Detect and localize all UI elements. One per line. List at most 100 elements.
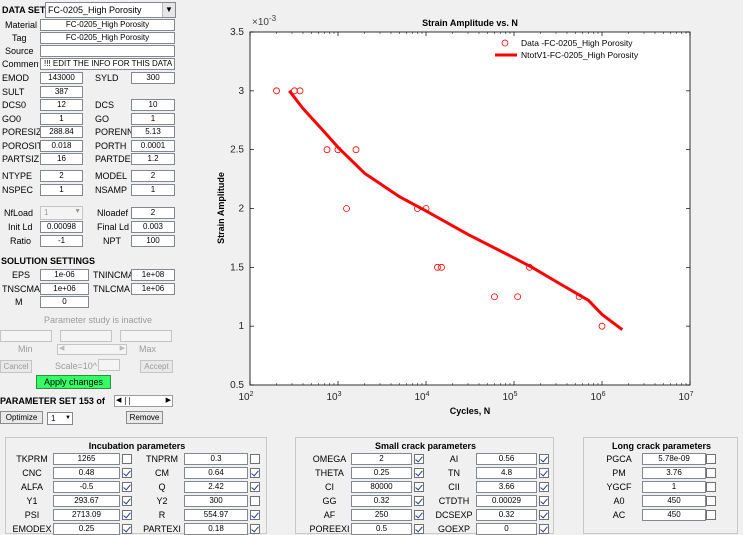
- smallcrack-param-field[interactable]: 0.5: [351, 523, 412, 535]
- incubation-param-field[interactable]: 0.48: [53, 467, 120, 479]
- incubation-param-field[interactable]: 2.42: [184, 481, 248, 493]
- smallcrack-param-checkbox[interactable]: [414, 482, 424, 492]
- param-value-field[interactable]: [60, 330, 112, 342]
- incubation-param-field[interactable]: -0.5: [53, 481, 120, 493]
- smallcrack-param-field[interactable]: 0: [476, 523, 537, 535]
- longcrack-param-field[interactable]: 5.78e-09: [642, 453, 706, 465]
- slider-thumb[interactable]: [125, 397, 130, 405]
- optimize-select[interactable]: 1 ▼: [47, 412, 73, 425]
- smallcrack-param-checkbox[interactable]: [539, 524, 549, 534]
- incubation-param-field[interactable]: 2713.09: [53, 509, 120, 521]
- npt-field[interactable]: 100: [131, 235, 175, 247]
- longcrack-param-field[interactable]: 450: [642, 509, 706, 521]
- smallcrack-param-checkbox[interactable]: [414, 468, 424, 478]
- smallcrack-param-field[interactable]: 0.00029: [476, 495, 537, 507]
- smallcrack-param-field[interactable]: 0.25: [351, 467, 412, 479]
- prop-field[interactable]: 300: [131, 72, 175, 84]
- incubation-param-checkbox[interactable]: [250, 510, 260, 520]
- longcrack-param-checkbox[interactable]: [706, 482, 716, 492]
- smallcrack-param-field[interactable]: 0.32: [351, 495, 412, 507]
- smallcrack-param-checkbox[interactable]: [539, 468, 549, 478]
- eps-field[interactable]: 1e-06: [40, 269, 89, 281]
- prop-field[interactable]: 1: [40, 184, 83, 196]
- incubation-param-checkbox[interactable]: [122, 482, 132, 492]
- dataset-select[interactable]: FC-0205_High Porosity ▼: [45, 2, 176, 18]
- smallcrack-param-checkbox[interactable]: [539, 496, 549, 506]
- smallcrack-param-field[interactable]: 0.56: [476, 453, 537, 465]
- incubation-param-field[interactable]: 554.97: [184, 509, 248, 521]
- remove-button[interactable]: Remove: [126, 411, 163, 424]
- incubation-param-field[interactable]: 0.64: [184, 467, 248, 479]
- incubation-param-field[interactable]: 300: [184, 495, 248, 507]
- optimize-button[interactable]: Optimize: [0, 411, 43, 424]
- smallcrack-param-field[interactable]: 4.8: [476, 467, 537, 479]
- incubation-param-checkbox[interactable]: [250, 468, 260, 478]
- param-slider[interactable]: ◀ ▶: [57, 344, 127, 355]
- prop-field[interactable]: 288.84: [40, 126, 83, 138]
- incubation-param-checkbox[interactable]: [250, 454, 260, 464]
- smallcrack-param-field[interactable]: 80000: [351, 481, 412, 493]
- smallcrack-param-checkbox[interactable]: [414, 524, 424, 534]
- incubation-param-field[interactable]: 0.25: [53, 523, 120, 535]
- prop-field[interactable]: 1: [131, 184, 175, 196]
- param-max-field[interactable]: [120, 330, 172, 342]
- prop-field[interactable]: 1: [131, 113, 175, 125]
- smallcrack-param-checkbox[interactable]: [414, 510, 424, 520]
- incubation-param-field[interactable]: 0.18: [184, 523, 248, 535]
- source-field[interactable]: [40, 45, 175, 57]
- prop-field[interactable]: 1.2: [131, 153, 175, 165]
- longcrack-param-checkbox[interactable]: [706, 496, 716, 506]
- smallcrack-param-checkbox[interactable]: [414, 496, 424, 506]
- param-scale-field[interactable]: [98, 359, 120, 371]
- smallcrack-param-checkbox[interactable]: [414, 454, 424, 464]
- prop-field[interactable]: 387: [40, 86, 83, 98]
- nloadef-field[interactable]: 2: [131, 207, 175, 219]
- incubation-param-checkbox[interactable]: [122, 468, 132, 478]
- smallcrack-param-field[interactable]: 2: [351, 453, 412, 465]
- m-field[interactable]: 0: [40, 296, 89, 308]
- longcrack-param-checkbox[interactable]: [706, 454, 716, 464]
- finalld-field[interactable]: 0.003: [131, 221, 175, 233]
- arrow-left-icon[interactable]: ◀: [59, 345, 65, 352]
- smallcrack-param-checkbox[interactable]: [539, 510, 549, 520]
- arrow-left-icon[interactable]: ◀: [116, 397, 122, 404]
- prop-field[interactable]: 2: [131, 170, 175, 182]
- chevron-down-icon[interactable]: ▼: [162, 3, 175, 17]
- longcrack-param-checkbox[interactable]: [706, 468, 716, 478]
- smallcrack-param-field[interactable]: 0.32: [476, 509, 537, 521]
- param-accept-button[interactable]: Accept: [140, 360, 173, 373]
- arrow-right-icon[interactable]: ▶: [119, 345, 125, 352]
- apply-changes-button[interactable]: Apply changes: [36, 375, 111, 389]
- prop-field[interactable]: 16: [40, 153, 83, 165]
- longcrack-param-field[interactable]: 450: [642, 495, 706, 507]
- longcrack-param-checkbox[interactable]: [706, 510, 716, 520]
- prop-field[interactable]: 12: [40, 99, 83, 111]
- incubation-param-checkbox[interactable]: [122, 510, 132, 520]
- prop-field[interactable]: 143000: [40, 72, 83, 84]
- incubation-param-checkbox[interactable]: [250, 482, 260, 492]
- tag-field[interactable]: FC-0205_High Porosity: [40, 32, 175, 44]
- incubation-param-checkbox[interactable]: [122, 524, 132, 534]
- incubation-param-checkbox[interactable]: [122, 496, 132, 506]
- incubation-param-checkbox[interactable]: [250, 524, 260, 534]
- prop-field[interactable]: 0.0001: [131, 140, 175, 152]
- longcrack-param-field[interactable]: 3.76: [642, 467, 706, 479]
- incubation-param-checkbox[interactable]: [122, 454, 132, 464]
- smallcrack-param-field[interactable]: 250: [351, 509, 412, 521]
- material-field[interactable]: FC-0205_High Porosity: [40, 19, 175, 31]
- ratio-field[interactable]: -1: [40, 235, 83, 247]
- param-cancel-button[interactable]: Cancel: [0, 360, 32, 373]
- prop-field[interactable]: 10: [131, 99, 175, 111]
- parameter-set-slider[interactable]: ◀ ▶: [114, 395, 173, 407]
- initld-field[interactable]: 0.00098: [40, 221, 83, 233]
- incubation-param-field[interactable]: 1265: [53, 453, 120, 465]
- prop-field[interactable]: 5.13: [131, 126, 175, 138]
- incubation-param-field[interactable]: 0.3: [184, 453, 248, 465]
- incubation-param-field[interactable]: 293.67: [53, 495, 120, 507]
- smallcrack-param-field[interactable]: 3.66: [476, 481, 537, 493]
- prop-field[interactable]: 0.018: [40, 140, 83, 152]
- param-min-field[interactable]: [0, 330, 52, 342]
- prop-field[interactable]: 1: [40, 113, 83, 125]
- tnlcma-field[interactable]: 1e+06: [131, 283, 175, 295]
- smallcrack-param-checkbox[interactable]: [539, 454, 549, 464]
